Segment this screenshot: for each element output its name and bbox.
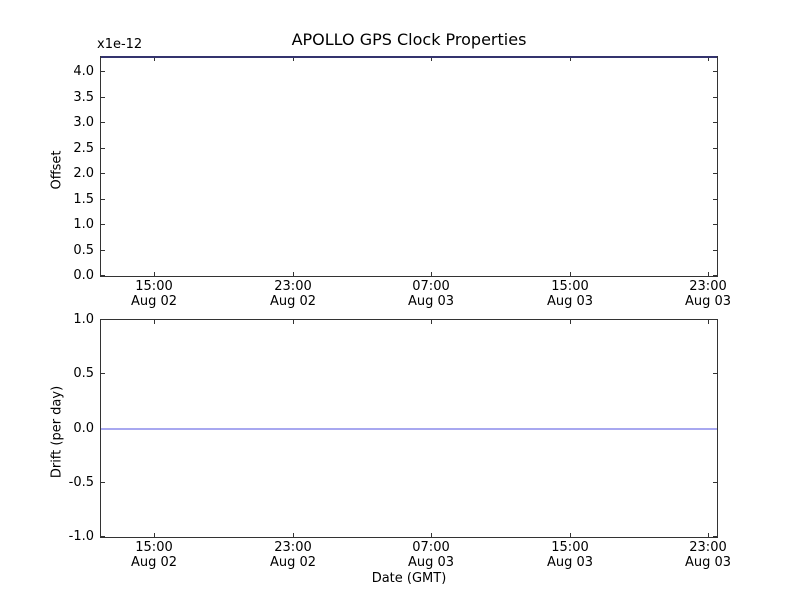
offset-series-line bbox=[101, 56, 717, 58]
x-tick-label: 07:00 Aug 03 bbox=[386, 540, 476, 570]
chart-title: APOLLO GPS Clock Properties bbox=[291, 30, 527, 49]
y-tick-mark-left bbox=[101, 148, 105, 149]
x-tick-label-date: Aug 03 bbox=[407, 555, 455, 570]
offset-plot-area: 4.0 3.5 3.0 2.5 2.0 1.5 1.0 0.5 0.0 15:00 Aug 02 23… bbox=[73, 56, 731, 309]
y-tick-mark-left bbox=[101, 319, 105, 320]
x-tick-label: 23:00 Aug 02 bbox=[248, 279, 338, 309]
y-tick-mark-right bbox=[713, 319, 717, 320]
y-tick-mark-right bbox=[713, 536, 717, 537]
y-tick-mark-right bbox=[713, 122, 717, 123]
x-tick-mark-top bbox=[570, 57, 571, 61]
x-tick-label-date: Aug 02 bbox=[269, 555, 317, 570]
x-tick-label-date: Aug 03 bbox=[684, 555, 732, 570]
y-tick-mark-left bbox=[101, 97, 105, 98]
x-tick-label-date: Aug 03 bbox=[684, 294, 732, 309]
y-tick-mark-right bbox=[713, 373, 717, 374]
x-tick-mark-top bbox=[708, 57, 709, 61]
x-tick-label: 15:00 Aug 03 bbox=[525, 540, 615, 570]
x-tick-mark-top bbox=[154, 57, 155, 61]
x-tick-mark-top bbox=[293, 57, 294, 61]
y-tick-label: 3.5 bbox=[73, 90, 94, 105]
x-axis-label: Date (GMT) bbox=[371, 571, 447, 586]
x-tick-mark-bottom bbox=[293, 533, 294, 537]
y-tick-mark-left bbox=[101, 122, 105, 123]
x-tick-label: 23:00 Aug 03 bbox=[663, 279, 753, 309]
x-tick-mark-top bbox=[570, 320, 571, 324]
y-tick-label: 3.0 bbox=[73, 115, 94, 130]
x-tick-label-date: Aug 03 bbox=[546, 555, 594, 570]
y-tick-label: 0.0 bbox=[73, 268, 94, 283]
x-tick-mark-bottom bbox=[708, 533, 709, 537]
y-tick-label: 0.0 bbox=[73, 421, 94, 436]
x-tick-label-date: Aug 03 bbox=[407, 294, 455, 309]
x-tick-label: 23:00 Aug 02 bbox=[248, 540, 338, 570]
y-tick-mark-left bbox=[101, 373, 105, 374]
y-tick-label: 2.0 bbox=[73, 166, 94, 181]
y-tick-mark-right bbox=[713, 250, 717, 251]
x-tick-mark-bottom bbox=[293, 272, 294, 276]
x-tick-mark-bottom bbox=[570, 272, 571, 276]
y-tick-label: -0.5 bbox=[68, 475, 94, 490]
y-tick-mark-left bbox=[101, 224, 105, 225]
y-tick-mark-right bbox=[713, 71, 717, 72]
y-tick-mark-left bbox=[101, 250, 105, 251]
y-tick-mark-right bbox=[713, 148, 717, 149]
y-axis-scale-multiplier: x1e-12 bbox=[97, 37, 143, 52]
y-tick-label: 4.0 bbox=[73, 64, 94, 79]
drift-series-line bbox=[101, 428, 717, 430]
y-tick-mark-left bbox=[101, 199, 105, 200]
x-tick-mark-bottom bbox=[154, 533, 155, 537]
x-tick-label-date: Aug 02 bbox=[269, 294, 317, 309]
drift-plot-area: 1.0 0.5 0.0 -0.5 -1.0 15:00 Aug 02 23:00 Aug 02 0… bbox=[69, 312, 731, 570]
x-tick-label-date: Aug 03 bbox=[546, 294, 594, 309]
x-tick-label: 15:00 Aug 02 bbox=[109, 540, 199, 570]
y-tick-label: 0.5 bbox=[73, 243, 94, 258]
x-tick-label: 23:00 Aug 03 bbox=[663, 540, 753, 570]
x-tick-label-date: Aug 02 bbox=[130, 555, 178, 570]
x-tick-mark-top bbox=[431, 57, 432, 61]
x-tick-label: 15:00 Aug 02 bbox=[109, 279, 199, 309]
y-tick-mark-right bbox=[713, 482, 717, 483]
x-tick-mark-bottom bbox=[708, 272, 709, 276]
x-tick-label: 07:00 Aug 03 bbox=[386, 279, 476, 309]
y-tick-label: 1.5 bbox=[73, 192, 94, 207]
y-tick-mark-left bbox=[101, 536, 105, 537]
x-tick-label: 15:00 Aug 03 bbox=[525, 279, 615, 309]
y-tick-mark-left bbox=[101, 482, 105, 483]
x-tick-mark-bottom bbox=[431, 533, 432, 537]
x-tick-mark-bottom bbox=[431, 272, 432, 276]
x-tick-mark-top bbox=[431, 320, 432, 324]
x-tick-label-date: Aug 02 bbox=[130, 294, 178, 309]
y-tick-mark-left bbox=[101, 275, 105, 276]
y-tick-mark-right bbox=[713, 224, 717, 225]
y-tick-label: 1.0 bbox=[73, 217, 94, 232]
y-tick-mark-right bbox=[713, 199, 717, 200]
x-tick-mark-top bbox=[154, 320, 155, 324]
y-tick-mark-left bbox=[101, 71, 105, 72]
y-tick-mark-left bbox=[101, 173, 105, 174]
y-tick-label: 1.0 bbox=[73, 312, 94, 327]
y-tick-mark-right bbox=[713, 173, 717, 174]
y-tick-label: 2.5 bbox=[73, 141, 94, 156]
x-tick-mark-bottom bbox=[154, 272, 155, 276]
x-tick-mark-bottom bbox=[570, 533, 571, 537]
x-tick-mark-top bbox=[708, 320, 709, 324]
y-tick-label: -1.0 bbox=[68, 529, 94, 544]
y-tick-mark-right bbox=[713, 275, 717, 276]
x-tick-mark-top bbox=[293, 320, 294, 324]
y-tick-label: 0.5 bbox=[73, 366, 94, 381]
y-tick-mark-right bbox=[713, 97, 717, 98]
